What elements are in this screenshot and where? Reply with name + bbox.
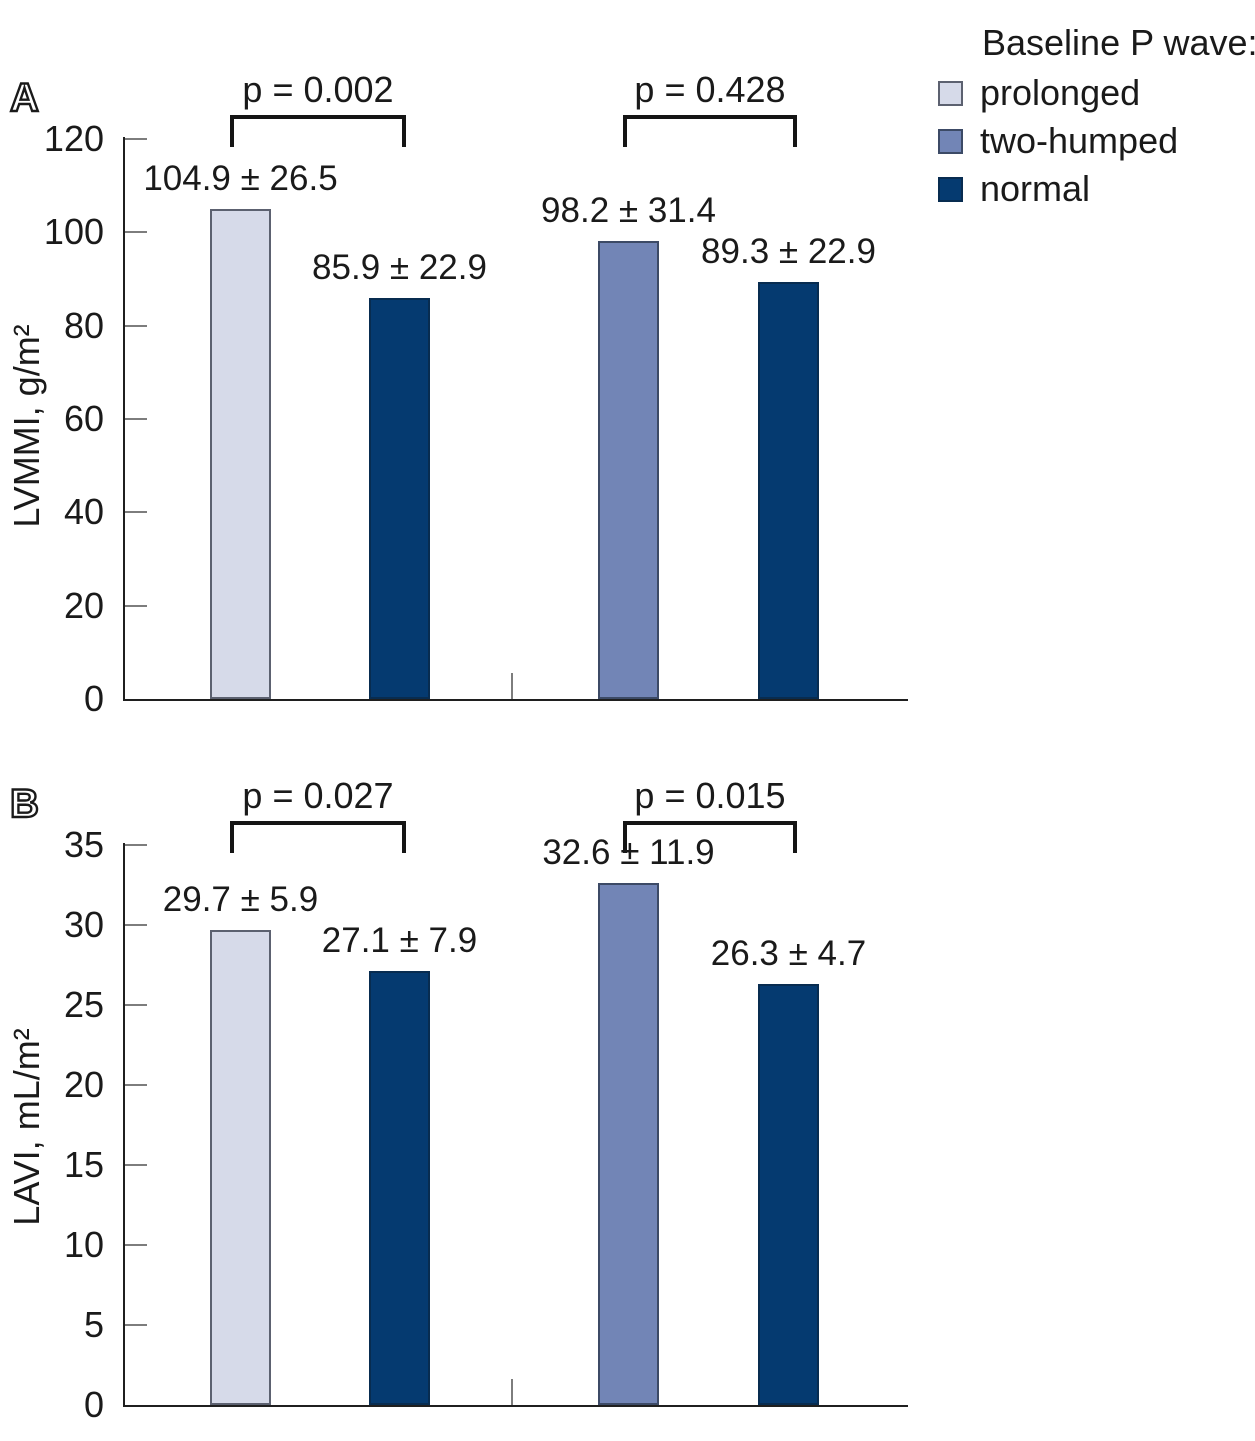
bar-b3-two-humped bbox=[598, 883, 659, 1405]
bar-b4-value-label: 26.3 ± 4.7 bbox=[710, 934, 867, 974]
panel-b-y-tick-label-10: 10 bbox=[63, 1224, 104, 1265]
panel-b-y-tick-label-30: 30 bbox=[63, 904, 104, 945]
panel-a-y-tick-40 bbox=[125, 511, 147, 514]
panel-b-letter: B bbox=[9, 782, 40, 826]
panel-b-y-tick-35 bbox=[125, 844, 147, 846]
panel-a-y-tick-label-60: 60 bbox=[63, 398, 104, 439]
panel-b-sig-bracket-1 bbox=[230, 821, 406, 853]
panel-a-y-tick-60 bbox=[125, 418, 147, 420]
bar-a4-normal bbox=[758, 282, 819, 699]
bar-b4-normal bbox=[758, 984, 819, 1405]
panel-b-sig-bracket-2 bbox=[623, 821, 797, 853]
panel-b-y-tick-5 bbox=[125, 1324, 147, 1326]
panel-b-y-tick-label-25: 25 bbox=[63, 984, 104, 1025]
panel-a-y-tick-label-120: 120 bbox=[43, 118, 104, 159]
legend-item-prolonged: prolonged bbox=[938, 74, 1248, 112]
normal-swatch-icon bbox=[938, 176, 963, 202]
legend-title: Baseline P wave: bbox=[982, 22, 1255, 63]
bar-a1-prolonged bbox=[210, 209, 271, 699]
panel-b-y-tick-20 bbox=[125, 1084, 147, 1086]
bar-a4-value-label: 89.3 ± 22.9 bbox=[701, 232, 876, 272]
legend: Baseline P wave: prolonged two-humped no… bbox=[938, 22, 1255, 208]
bar-a2-value-label: 85.9 ± 22.9 bbox=[312, 248, 487, 288]
panel-b-y-tick-25 bbox=[125, 1004, 147, 1006]
bar-b3-value-label: 32.6 ± 11.9 bbox=[542, 833, 715, 873]
panel-b-p-value-1: p = 0.027 bbox=[242, 775, 394, 816]
panel-b-y-tick-15 bbox=[125, 1164, 147, 1166]
panel-a-y-tick-label-20: 20 bbox=[63, 584, 104, 626]
panel-a-y-tick-80 bbox=[125, 324, 147, 327]
bar-a3-value-label: 98.2 ± 31.4 bbox=[541, 190, 716, 230]
legend-item-label: prolonged bbox=[980, 72, 1141, 113]
panel-a-y-tick-label-40: 40 bbox=[63, 491, 104, 533]
bar-b2-normal bbox=[369, 971, 430, 1405]
panel-b-y-tick-label-20: 20 bbox=[63, 1064, 104, 1105]
panel-b-x-axis bbox=[123, 1405, 908, 1407]
panel-a-sig-bracket-2 bbox=[623, 115, 797, 147]
panel-b-y-tick-label-35: 35 bbox=[63, 824, 104, 865]
legend-item-two-humped: two-humped bbox=[938, 122, 1248, 160]
panel-a-p-value-2: p = 0.428 bbox=[634, 69, 786, 110]
panel-b-y-tick-label-5: 5 bbox=[83, 1304, 104, 1345]
panel-a-y-tick-label-80: 80 bbox=[63, 304, 104, 346]
prolonged-swatch-icon bbox=[938, 80, 963, 106]
panel-b-y-tick-30 bbox=[125, 924, 147, 926]
panel-a-y-tick-label-100: 100 bbox=[43, 211, 104, 253]
panel-b-y-axis-title: LAVI, mL/m² bbox=[6, 1028, 47, 1226]
panel-a-letter: A bbox=[9, 76, 40, 120]
legend-item-label: normal bbox=[980, 168, 1091, 209]
panel-a-y-tick-120 bbox=[125, 138, 147, 140]
panel-a-x-mid-tick bbox=[511, 673, 513, 699]
bar-a1-value-label: 104.9 ± 26.5 bbox=[143, 159, 338, 199]
bar-a2-normal bbox=[369, 298, 430, 699]
panel-b-p-value-2: p = 0.015 bbox=[634, 775, 786, 816]
panel-b-y-tick-10 bbox=[125, 1244, 147, 1246]
bar-b1-value-label: 29.7 ± 5.9 bbox=[162, 879, 319, 919]
two-humped-swatch-icon bbox=[938, 128, 963, 154]
panel-b-y-tick-label-15: 15 bbox=[63, 1144, 104, 1185]
panel-a-y-tick-100 bbox=[125, 231, 147, 234]
bar-a3-two-humped bbox=[598, 240, 659, 699]
panel-b-y-tick-label-0: 0 bbox=[83, 1384, 104, 1425]
panel-b-y-axis bbox=[123, 843, 125, 1407]
panel-a-x-axis bbox=[123, 699, 908, 701]
panel-a-y-tick-20 bbox=[125, 604, 147, 607]
panel-a-sig-bracket-1 bbox=[230, 115, 406, 147]
panel-b-x-mid-tick bbox=[511, 1379, 513, 1405]
legend-item-label: two-humped bbox=[980, 120, 1179, 161]
panel-a-y-tick-label-0: 0 bbox=[83, 678, 104, 719]
panel-a-p-value-1: p = 0.002 bbox=[242, 69, 394, 110]
legend-item-normal: normal bbox=[938, 170, 1248, 208]
bar-b2-value-label: 27.1 ± 7.9 bbox=[321, 921, 478, 961]
bar-b1-prolonged bbox=[210, 929, 271, 1405]
panel-a-y-axis bbox=[123, 137, 125, 701]
